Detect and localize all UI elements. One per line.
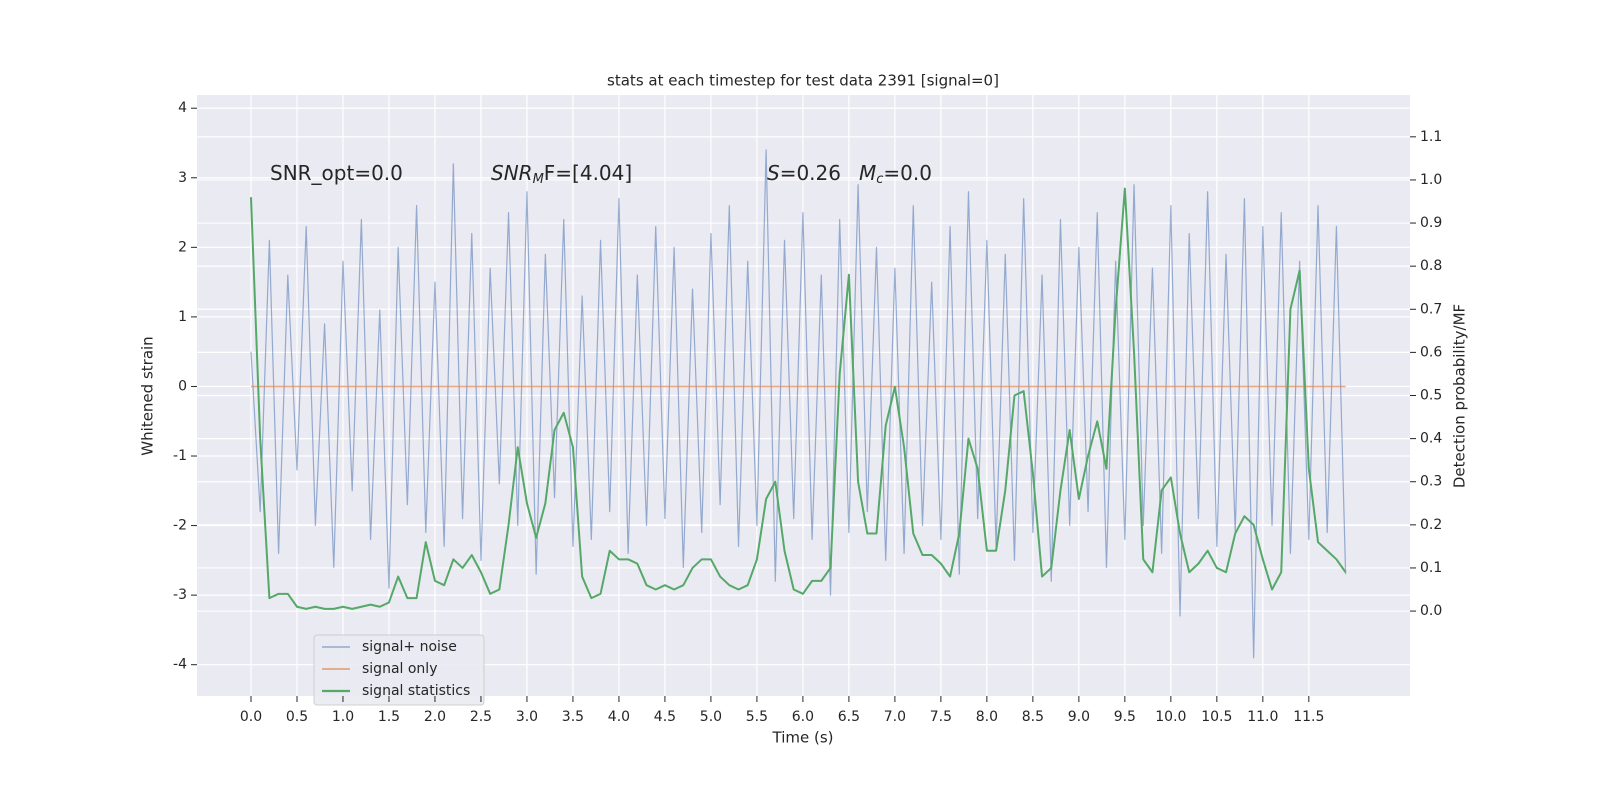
y2-tick-label: 0.9: [1420, 215, 1442, 231]
annotation-text: =0.0: [883, 161, 932, 185]
annotation-text: =0.26: [780, 161, 841, 185]
x-tick-label: 2.5: [470, 709, 492, 725]
y-tick-label: 0: [178, 378, 187, 394]
y2-tick-label: 0.8: [1420, 258, 1442, 274]
x-tick-label: 7.5: [930, 709, 952, 725]
y2-tick-label: 0.1: [1420, 560, 1442, 576]
y2-tick-label: 0.7: [1420, 301, 1442, 317]
y-tick-label: 4: [178, 100, 187, 116]
y-tick-label: -3: [173, 587, 187, 603]
legend-label: signal statistics: [362, 683, 470, 699]
y-tick-label: 2: [178, 239, 187, 255]
y2-tick-label: 1.0: [1420, 172, 1442, 188]
annotation: SNR_opt=0.0: [270, 161, 403, 185]
y-tick-label: -4: [173, 657, 187, 673]
legend-label: signal only: [362, 661, 437, 677]
x-tick-label: 10.0: [1155, 709, 1186, 725]
x-axis-label: Time (s): [772, 729, 834, 747]
y2-tick-label: 0.3: [1420, 474, 1442, 490]
legend: signal+ noise signal only signal statistic…: [313, 634, 485, 706]
y2-tick-label: 0.2: [1420, 517, 1442, 533]
x-tick-label: 6.0: [792, 709, 814, 725]
x-tick-label: 9.0: [1068, 709, 1090, 725]
legend-box: [313, 634, 485, 706]
series-line: [250, 149, 1347, 659]
x-tick-label: 1.0: [332, 709, 354, 725]
x-tick-label: 11.5: [1293, 709, 1324, 725]
annotation-text: SNR: [491, 161, 533, 185]
annotation-text: F=[4.04]: [544, 161, 632, 185]
grid: [197, 95, 1410, 696]
y-tick-label: -1: [173, 448, 187, 464]
y2-tick-label: 0.0: [1420, 603, 1442, 619]
x-tick-label: 3.0: [516, 709, 538, 725]
y2-tick-label: 0.5: [1420, 388, 1442, 404]
x-tick-label: 0.0: [240, 709, 262, 725]
marks: [249, 149, 1347, 659]
y-axis-label: Whitened strain: [139, 336, 157, 455]
x-tick-label: 0.5: [286, 709, 308, 725]
annotation: S=0.26: [767, 161, 841, 185]
annotation-text: S: [767, 161, 780, 185]
legend-label: signal+ noise: [362, 639, 457, 655]
series-line: [249, 187, 1347, 610]
x-tick-label: 4.5: [654, 709, 676, 725]
chart-title: stats at each timestep for test data 239…: [607, 72, 999, 90]
x-tick-label: 9.5: [1114, 709, 1136, 725]
x-tick-label: 11.0: [1247, 709, 1278, 725]
x-tick-label: 8.5: [1022, 709, 1044, 725]
x-tick-label: 7.0: [884, 709, 906, 725]
x-tick-label: 6.5: [838, 709, 860, 725]
y2-axis-label: Detection probability/MF: [1451, 304, 1469, 488]
annotation-text: M: [533, 172, 544, 187]
annotation-text: M: [859, 161, 876, 185]
y-tick-label: 3: [178, 170, 187, 186]
annotation-text: SNR_opt=0.0: [270, 161, 403, 185]
x-tick-label: 5.0: [700, 709, 722, 725]
x-tick-label: 4.0: [608, 709, 630, 725]
annotation-text: c: [876, 172, 883, 187]
x-tick-label: 5.5: [746, 709, 768, 725]
annotation: Mc=0.0: [859, 161, 932, 187]
annotation: SNRMF=[4.04]: [491, 161, 632, 187]
x-tick-label: 2.0: [424, 709, 446, 725]
y2-tick-label: 0.6: [1420, 344, 1442, 360]
x-tick-label: 1.5: [378, 709, 400, 725]
y2-tick-label: 0.4: [1420, 431, 1442, 447]
y-tick-label: -2: [173, 518, 187, 534]
y2-tick-label: 1.1: [1420, 129, 1442, 145]
x-tick-label: 10.5: [1201, 709, 1232, 725]
y-tick-label: 1: [178, 309, 187, 325]
x-tick-label: 8.0: [976, 709, 998, 725]
x-tick-label: 3.5: [562, 709, 584, 725]
